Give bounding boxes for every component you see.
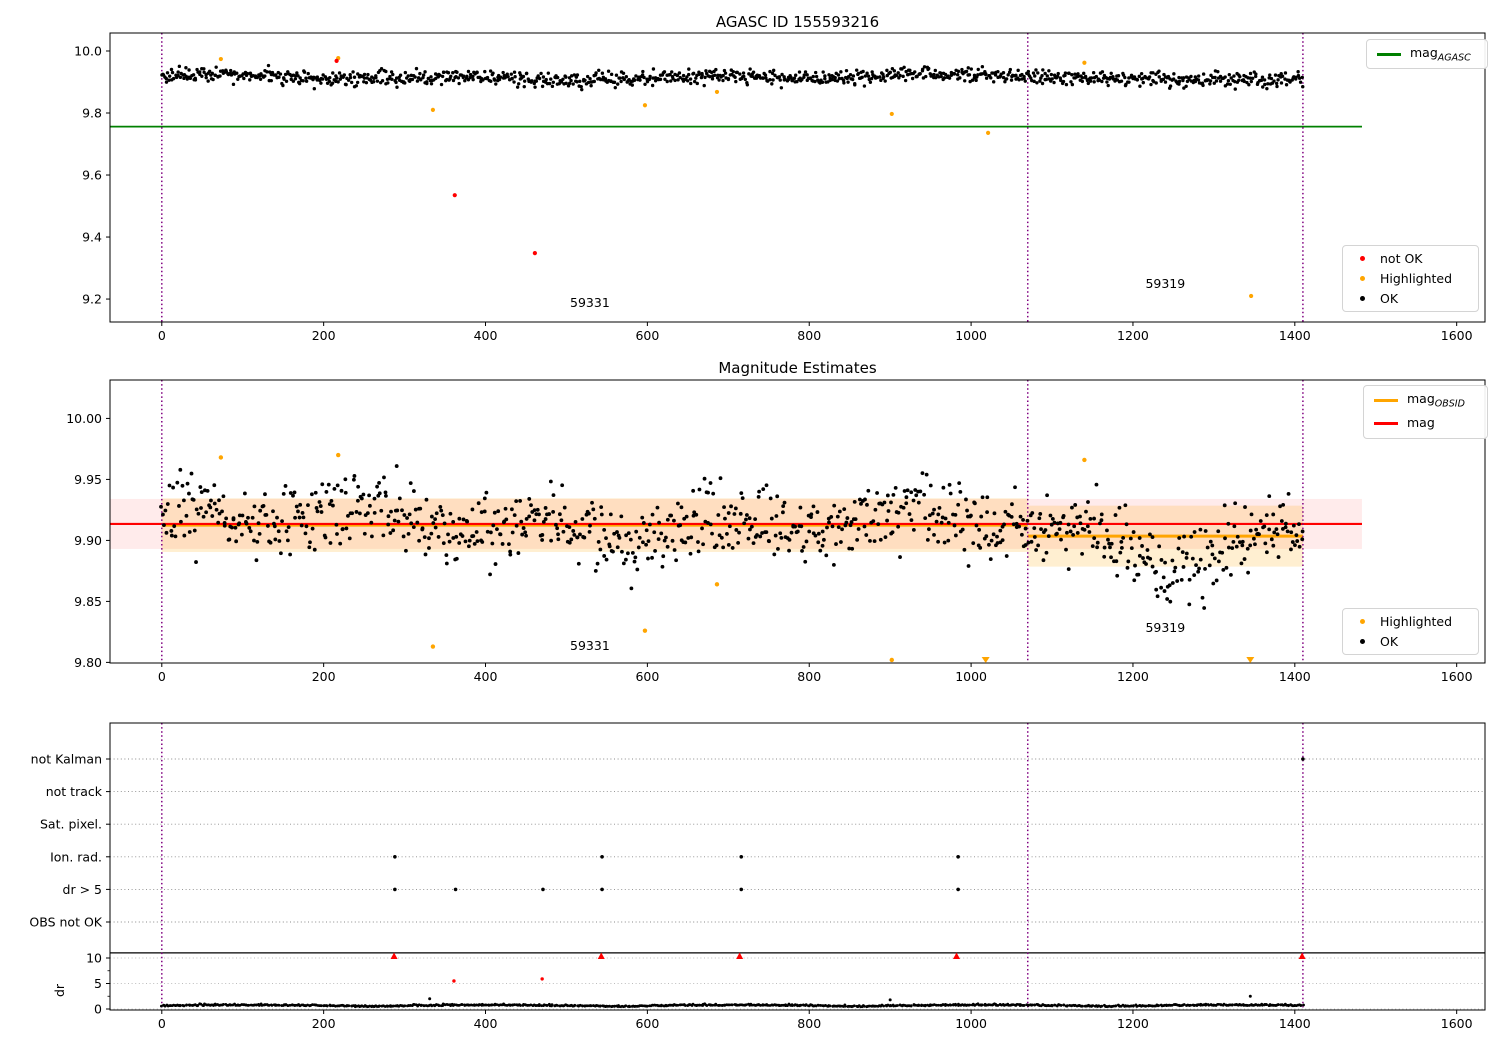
tick-label: 800 <box>797 669 821 684</box>
tick-label: 200 <box>312 1016 336 1031</box>
tick-label: 600 <box>635 669 659 684</box>
tick-label: 0 <box>158 328 166 343</box>
tick-label: 5 <box>94 976 102 991</box>
tick-label: 9.6 <box>82 168 102 183</box>
tick-label: 200 <box>312 669 336 684</box>
tick-label: 400 <box>474 1016 498 1031</box>
tick-label: 1600 <box>1441 1016 1473 1031</box>
panel3: 0 200 400 600 800 1000 1200 1400 1600 not Kalman n… <box>29 722 1486 1031</box>
tick-label: 9.8 <box>82 106 102 121</box>
tick-label: 10.0 <box>74 43 102 58</box>
legend-label: mag <box>1407 414 1435 430</box>
annotation-obsid-59331: 59331 <box>570 638 610 653</box>
ok-marker <box>1360 639 1365 644</box>
tick-label: 1600 <box>1441 669 1473 684</box>
tick-label: 1600 <box>1441 328 1473 343</box>
plot2-title: Magnitude Estimates <box>718 359 877 377</box>
legend-row: Highlighted <box>1353 614 1468 629</box>
tick-label: 1000 <box>955 1016 987 1031</box>
legend-label: magAGASC <box>1410 44 1471 64</box>
legend-label: not OK <box>1380 251 1423 266</box>
legend-label: Highlighted <box>1380 614 1453 629</box>
legend-label: OK <box>1380 634 1399 649</box>
tick-label: 800 <box>797 328 821 343</box>
tick-label: 10.00 <box>66 411 102 426</box>
panel1-ok-scatter <box>160 63 1305 92</box>
tick-label: 0 <box>158 669 166 684</box>
tick-label: 1400 <box>1279 328 1311 343</box>
panel1: 0 200 400 600 800 1000 1200 1400 1600 10.0 9.8 9.6 9… <box>74 32 1486 343</box>
not-ok-marker <box>1360 256 1365 261</box>
highlighted-marker <box>1360 619 1365 624</box>
agasc-line-swatch <box>1377 52 1401 56</box>
tick-label: 0 <box>94 1002 102 1017</box>
ok-marker <box>1360 296 1365 301</box>
panel1-highlighted-scatter <box>218 56 1254 299</box>
legend-row: OK <box>1353 291 1468 306</box>
tick-label: 9.95 <box>74 472 102 487</box>
tick-label: 400 <box>474 328 498 343</box>
tick-label: 0 <box>158 1016 166 1031</box>
legend-plot2-points: Highlighted OK <box>1342 608 1479 655</box>
panel2-ok-scatter <box>159 464 1305 610</box>
tick-label: 800 <box>797 1016 821 1031</box>
obsid-line-swatch <box>1374 398 1398 402</box>
annotation-obsid-59331: 59331 <box>570 295 610 310</box>
tick-label: 9.2 <box>82 292 102 307</box>
tick-label: 1400 <box>1279 669 1311 684</box>
tick-label: 10 <box>86 951 102 966</box>
panel3-dr-scatter <box>160 994 1305 1009</box>
tick-label: 200 <box>312 328 336 343</box>
legend-row: magAGASC <box>1377 44 1477 64</box>
row-label-ion-rad-: Ion. rad. <box>50 849 102 864</box>
tick-label: 9.80 <box>74 655 102 670</box>
tick-label: 1000 <box>955 669 987 684</box>
panel2-highlighted-scatter <box>218 452 1255 663</box>
tick-label: 1000 <box>955 328 987 343</box>
highlighted-marker <box>1360 276 1365 281</box>
legend-label: OK <box>1380 291 1399 306</box>
row-label-not-kalman: not Kalman <box>31 752 102 767</box>
row-label-sat-pixel-: Sat. pixel. <box>40 817 102 832</box>
dr-axis-label: dr <box>52 983 67 997</box>
legend-mag-agasc: magAGASC <box>1366 39 1488 69</box>
tick-label: 9.4 <box>82 230 102 245</box>
legend-row: magOBSID <box>1374 391 1477 410</box>
panel3-red-markers <box>390 952 1306 983</box>
legend-row: OK <box>1353 634 1468 649</box>
annotation-obsid-59319: 59319 <box>1145 620 1185 635</box>
panel3-flag-scatter <box>393 757 1305 892</box>
panel1-not-ok-scatter <box>334 58 537 256</box>
legend-label: magOBSID <box>1407 391 1465 410</box>
legend-row: mag <box>1374 415 1477 434</box>
tick-label: 600 <box>635 328 659 343</box>
plot1-title: AGASC ID 155593216 <box>715 13 880 31</box>
legend-row: not OK <box>1353 251 1468 266</box>
legend-plot2-lines: magOBSID mag <box>1363 385 1488 439</box>
row-label-obs-not-ok: OBS not OK <box>29 915 102 930</box>
tick-label: 9.85 <box>74 594 102 609</box>
legend-label: Highlighted <box>1380 271 1453 286</box>
legend-plot1-points: not OK Highlighted OK <box>1342 245 1479 312</box>
tick-label: 1200 <box>1117 669 1149 684</box>
tick-label: 9.90 <box>74 533 102 548</box>
legend-row: Highlighted <box>1353 271 1468 286</box>
annotation-obsid-59319: 59319 <box>1145 276 1185 291</box>
mag-line-swatch <box>1374 422 1398 426</box>
tick-label: 1200 <box>1117 328 1149 343</box>
tick-label: 600 <box>635 1016 659 1031</box>
tick-label: 1400 <box>1279 1016 1311 1031</box>
row-label-not-track: not track <box>46 784 103 799</box>
tick-label: 400 <box>474 669 498 684</box>
row-label-dr-5: dr > 5 <box>63 882 102 897</box>
tick-label: 1200 <box>1117 1016 1149 1031</box>
